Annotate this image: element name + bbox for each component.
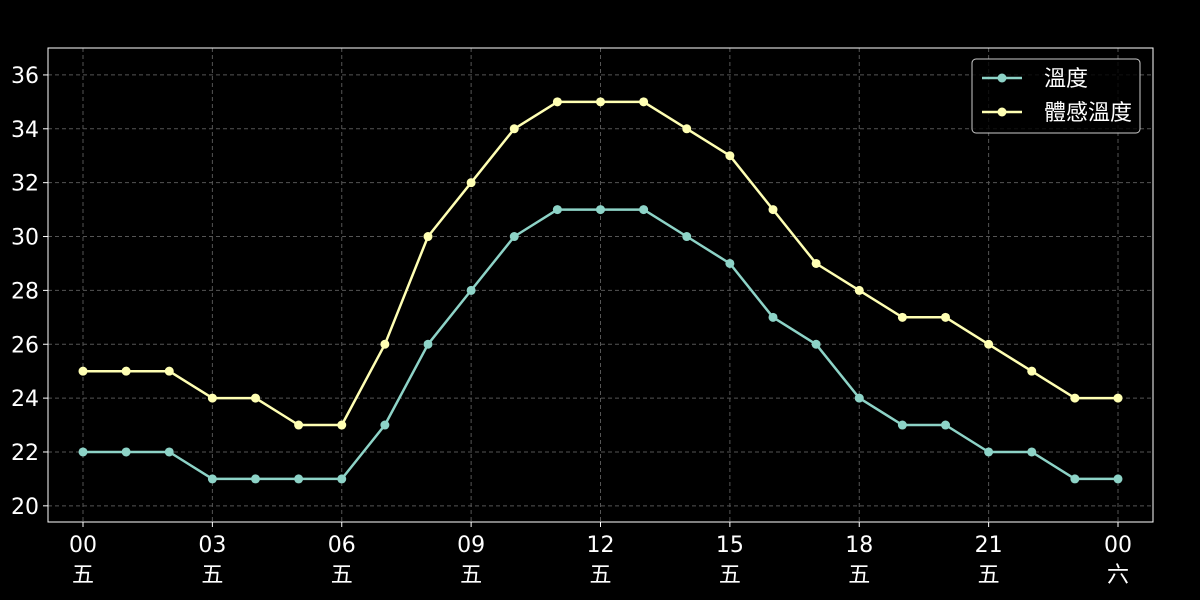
y-tick-label: 34 — [11, 118, 39, 143]
y-tick-label: 32 — [11, 172, 39, 197]
data-point-apparent-temperature — [78, 366, 88, 376]
data-point-temperature — [1070, 474, 1080, 484]
data-point-temperature — [380, 420, 390, 430]
data-point-temperature — [811, 339, 821, 349]
series-layer — [78, 97, 1123, 484]
data-point-apparent-temperature — [294, 420, 304, 430]
data-point-temperature — [941, 420, 950, 430]
x-tick-label-hour: 00 — [1104, 533, 1132, 558]
data-point-temperature — [552, 205, 562, 215]
x-tick-label-hour: 06 — [328, 533, 356, 558]
legend-label-apparent-temperature: 體感溫度 — [1044, 101, 1132, 126]
y-tick-label: 36 — [11, 64, 39, 89]
data-point-temperature — [682, 232, 692, 242]
data-point-apparent-temperature — [423, 232, 433, 242]
data-point-temperature — [121, 447, 131, 457]
y-tick-label: 20 — [11, 495, 39, 520]
data-point-temperature — [294, 474, 304, 484]
data-point-temperature — [768, 312, 778, 322]
data-point-temperature — [984, 447, 994, 457]
y-tick-label: 30 — [11, 226, 39, 251]
legend: 溫度 體感溫度 — [971, 58, 1141, 134]
x-tick-label-hour: 21 — [975, 533, 1003, 558]
data-point-apparent-temperature — [1070, 393, 1080, 403]
legend-marker-temperature — [997, 73, 1007, 83]
data-point-apparent-temperature — [121, 366, 131, 376]
data-point-temperature — [596, 205, 605, 215]
data-point-temperature — [164, 447, 174, 457]
data-point-temperature — [1113, 474, 1123, 484]
y-tick-label: 26 — [11, 333, 39, 358]
data-point-apparent-temperature — [941, 312, 950, 322]
x-tick-label-hour: 18 — [845, 533, 873, 558]
data-point-temperature — [897, 420, 907, 430]
data-point-apparent-temperature — [854, 285, 864, 295]
data-point-temperature — [466, 285, 476, 295]
x-tick-label-day: 五 — [589, 563, 611, 588]
x-tick-label-day: 五 — [72, 563, 94, 588]
data-point-apparent-temperature — [509, 124, 519, 134]
x-tick-label-day: 五 — [978, 563, 1000, 588]
data-point-apparent-temperature — [768, 205, 778, 215]
y-tick-label: 28 — [11, 279, 39, 304]
data-point-apparent-temperature — [1113, 393, 1123, 403]
x-tick-label-day: 六 — [1107, 563, 1129, 588]
y-tick-label: 22 — [11, 441, 39, 466]
data-point-apparent-temperature — [380, 339, 390, 349]
data-point-temperature — [854, 393, 864, 403]
data-point-apparent-temperature — [682, 124, 692, 134]
data-point-temperature — [251, 474, 260, 484]
data-point-temperature — [78, 447, 88, 457]
data-point-temperature — [509, 232, 519, 242]
x-tick-label-day: 五 — [719, 563, 741, 588]
x-tick-label-hour: 12 — [587, 533, 615, 558]
legend-marker-apparent-temperature — [997, 107, 1007, 117]
x-tick-label-day: 五 — [201, 563, 223, 588]
x-tick-label-hour: 15 — [716, 533, 744, 558]
x-tick-label-day: 五 — [331, 563, 353, 588]
axes-layer: 20 22 24 26 28 30 32 34 36 00 五 03 五 06 五 09 五 12 五 15 五 18 五 2… — [11, 64, 1132, 588]
data-point-apparent-temperature — [639, 97, 649, 107]
x-tick-label-hour: 09 — [457, 533, 485, 558]
data-point-apparent-temperature — [811, 258, 821, 268]
data-point-apparent-temperature — [207, 393, 217, 403]
x-tick-label-day: 五 — [460, 563, 482, 588]
data-point-apparent-temperature — [984, 339, 994, 349]
legend-label-temperature: 溫度 — [1044, 67, 1088, 92]
data-point-temperature — [337, 474, 347, 484]
data-point-temperature — [423, 339, 433, 349]
data-point-temperature — [639, 205, 649, 215]
data-point-apparent-temperature — [164, 366, 174, 376]
data-point-apparent-temperature — [596, 97, 605, 107]
data-point-apparent-temperature — [725, 151, 735, 161]
data-point-temperature — [207, 474, 217, 484]
data-point-apparent-temperature — [251, 393, 260, 403]
data-point-apparent-temperature — [337, 420, 347, 430]
data-point-temperature — [725, 258, 735, 268]
x-tick-label-day: 五 — [848, 563, 870, 588]
data-point-apparent-temperature — [1027, 366, 1037, 376]
x-tick-label-hour: 00 — [69, 533, 97, 558]
y-tick-label: 24 — [11, 387, 39, 412]
data-point-apparent-temperature — [466, 178, 476, 188]
data-point-apparent-temperature — [552, 97, 562, 107]
x-tick-label-hour: 03 — [198, 533, 226, 558]
data-point-apparent-temperature — [897, 312, 907, 322]
data-point-temperature — [1027, 447, 1037, 457]
